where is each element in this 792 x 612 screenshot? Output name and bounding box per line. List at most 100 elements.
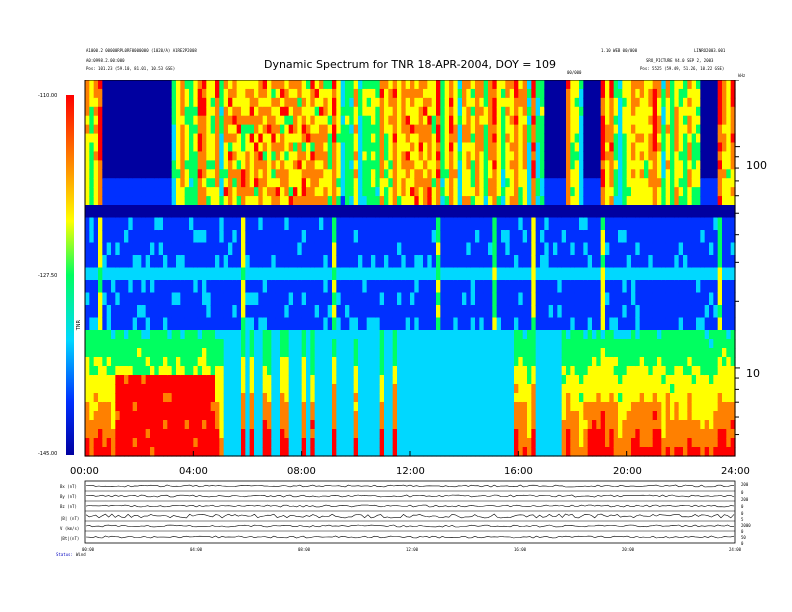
spectrogram-cell <box>717 242 723 256</box>
spectrogram-cell <box>730 255 736 269</box>
spectrogram-cell <box>726 205 732 219</box>
spectrogram-cell <box>93 80 99 90</box>
spectrogram-cell <box>228 366 233 376</box>
spectrogram-cell <box>392 242 398 256</box>
spectrogram-cell <box>228 375 233 385</box>
spectrogram-cell <box>371 267 376 281</box>
spectrogram-cell <box>423 178 428 188</box>
spectrogram-cell <box>228 88 233 99</box>
spectrogram-cell <box>145 142 151 153</box>
spectrogram-cell <box>184 88 190 99</box>
spectrogram-cell <box>158 169 164 179</box>
spectrogram-cell <box>184 375 190 385</box>
spectrogram-cell <box>128 375 134 385</box>
spectrogram-cell <box>184 348 190 358</box>
spectrogram-cell <box>613 205 619 219</box>
spectrogram-cell <box>124 366 129 376</box>
spectrogram-cell <box>579 242 584 256</box>
spectrogram-cell <box>362 339 368 349</box>
spectrogram-cell <box>678 242 684 256</box>
spectrogram-cell <box>267 438 272 448</box>
spectrogram-cell <box>345 438 350 448</box>
spectrogram-cell <box>258 366 264 376</box>
spectrogram-cell <box>535 151 541 161</box>
spectrogram-cell <box>648 217 654 231</box>
spectrogram-cell <box>167 429 173 439</box>
spectrogram-cell <box>232 402 238 412</box>
spectrogram-cell <box>145 402 151 412</box>
spectrogram-cell <box>574 133 580 144</box>
spectrogram-cell <box>600 305 606 319</box>
spectrogram-cell <box>132 124 138 135</box>
spectrogram-cell <box>462 411 467 421</box>
spectrogram-cell <box>254 330 259 340</box>
spectrogram-cell <box>709 217 714 231</box>
spectrogram-cell <box>540 80 545 90</box>
spectrogram-cell <box>371 217 376 231</box>
spectrogram-cell <box>488 357 493 367</box>
spectrogram-cell <box>722 160 727 170</box>
spectrogram-cell <box>98 357 103 367</box>
spectrogram-cell <box>644 80 649 90</box>
spectrogram-cell <box>124 242 129 256</box>
spectrogram-cell <box>405 411 411 421</box>
spectrogram-cell <box>271 133 277 144</box>
spectrogram-cell <box>241 330 246 340</box>
spectrogram-cell <box>111 187 116 197</box>
spectrogram-cell <box>345 230 350 244</box>
spectrogram-cell <box>293 357 298 367</box>
spectrogram-cell <box>388 447 394 457</box>
spectrogram-cell <box>102 88 108 99</box>
spectrogram-cell <box>444 402 450 412</box>
spectrogram-cell <box>358 317 363 331</box>
spectrogram-cell <box>202 205 207 219</box>
spectrogram-cell <box>171 420 177 430</box>
spectrogram-cell <box>639 305 645 319</box>
spectrogram-cell <box>163 411 168 421</box>
spectrogram-cell <box>245 267 251 281</box>
spectrogram-cell <box>488 375 493 385</box>
spectrogram-cell <box>726 196 732 206</box>
spectrogram-cell <box>111 80 116 90</box>
spectrogram-cell <box>362 187 368 197</box>
spectrogram-cell <box>509 357 515 367</box>
spectrogram-cell <box>223 160 229 170</box>
spectrogram-cell <box>496 357 502 367</box>
spectrogram-cell <box>475 106 480 117</box>
spectrogram-cell <box>553 317 558 331</box>
spectrogram-cell <box>475 267 480 281</box>
spectrogram-cell <box>570 217 576 231</box>
spectrogram-cell <box>258 160 264 170</box>
spectrogram-cell <box>691 230 697 244</box>
spectrogram-cell <box>600 317 606 331</box>
spectrogram-cell <box>661 305 667 319</box>
spectrogram-cell <box>245 142 251 153</box>
spectrogram-cell <box>509 242 515 256</box>
spectrogram-cell <box>288 429 294 439</box>
spectrogram-cell <box>531 115 537 126</box>
spectrogram-cell <box>215 106 220 117</box>
spectrogram-cell <box>258 317 264 331</box>
spectrogram-cell <box>249 384 255 394</box>
spectrogram-cell <box>150 230 155 244</box>
spectrogram-cell <box>375 80 381 90</box>
spectrogram-cell <box>137 402 142 412</box>
spectrogram-cell <box>423 292 428 306</box>
spectrogram-cell <box>119 357 125 367</box>
spectrogram-cell <box>353 230 359 244</box>
spectrogram-cell <box>102 420 108 430</box>
spectrogram-cell <box>457 178 463 188</box>
spectrogram-cell <box>514 88 519 99</box>
spectrogram-cell <box>249 88 255 99</box>
spectrogram-cell <box>375 339 381 349</box>
spectrogram-cell <box>566 267 571 281</box>
spectrogram-cell <box>652 230 658 244</box>
spectrogram-cell <box>111 447 116 457</box>
spectrogram-cell <box>436 133 441 144</box>
spectrogram-cell <box>509 151 515 161</box>
spectrogram-cell <box>665 305 671 319</box>
spectrogram-cell <box>717 305 723 319</box>
spectrogram-cell <box>466 151 472 161</box>
spectrogram-cell <box>371 133 376 144</box>
spectrogram-cell <box>696 178 701 188</box>
